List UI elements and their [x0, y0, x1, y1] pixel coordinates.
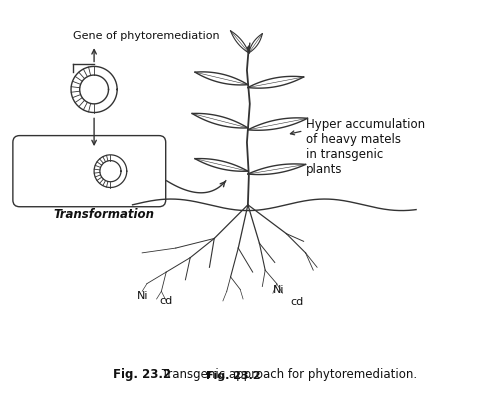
Text: Transgenic approach for phytoremediation.: Transgenic approach for phytoremediation… — [158, 368, 418, 381]
Text: cd: cd — [290, 297, 303, 307]
Text: cd: cd — [159, 296, 173, 306]
Text: Fig. 23.2: Fig. 23.2 — [113, 368, 171, 381]
Text: Transformation: Transformation — [53, 208, 154, 221]
Text: Fig. 23.2: Fig. 23.2 — [206, 371, 261, 381]
Text: Ni: Ni — [273, 284, 284, 294]
Text: Hyper accumulation
of heavy matels
in transgenic
plants: Hyper accumulation of heavy matels in tr… — [306, 118, 425, 176]
Text: Ni: Ni — [137, 291, 149, 301]
FancyBboxPatch shape — [13, 136, 166, 207]
Text: Gene of phytoremediation: Gene of phytoremediation — [73, 32, 219, 42]
